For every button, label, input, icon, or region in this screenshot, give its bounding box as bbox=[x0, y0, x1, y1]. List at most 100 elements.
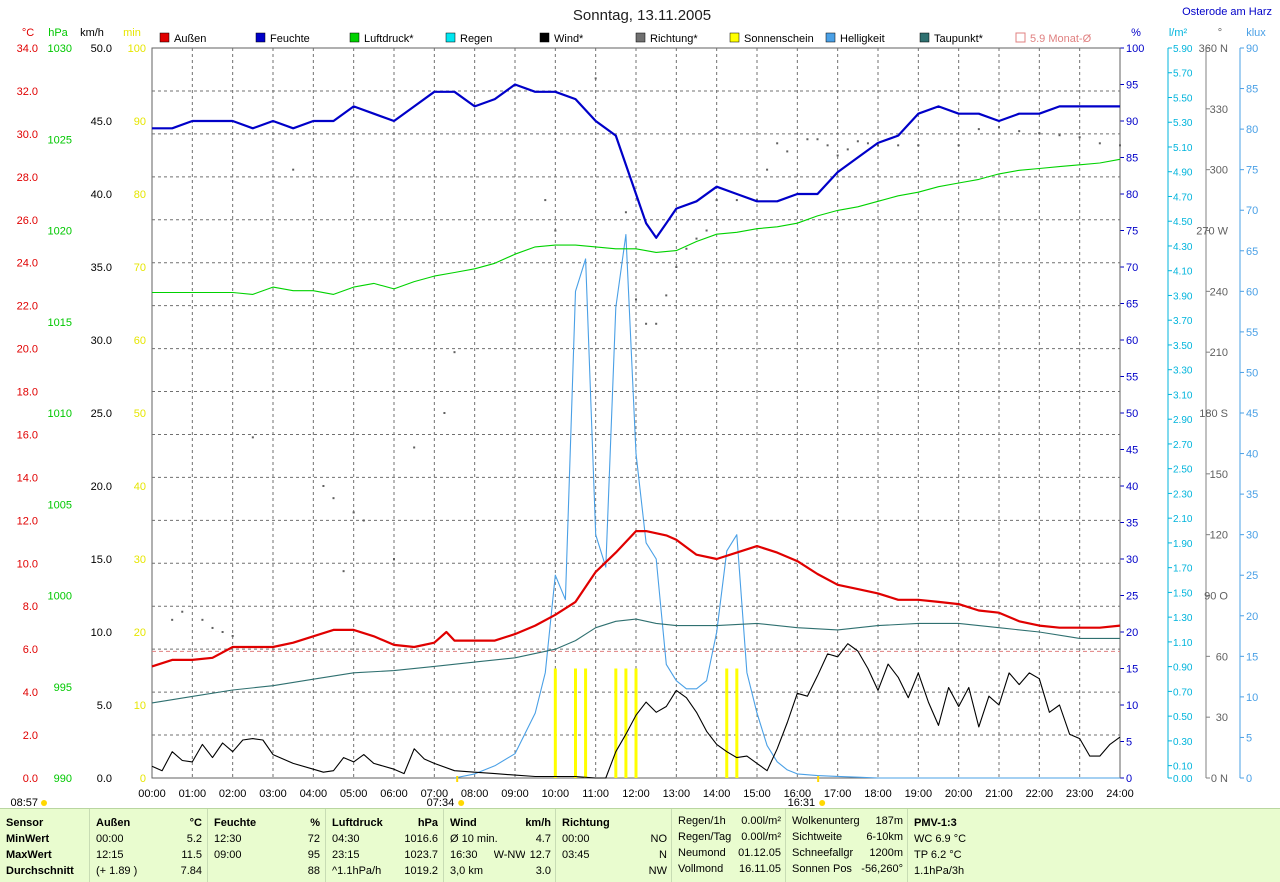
direction-tick-label: 90 O bbox=[1204, 591, 1228, 603]
humidity-tick-label: 40 bbox=[1126, 481, 1138, 493]
footer-wind-run: 3,0 km bbox=[450, 865, 484, 877]
series-außen bbox=[151, 530, 1121, 668]
footer-luftdruck-title: Luftdruck bbox=[332, 817, 383, 829]
footer-luftdruck-unit: hPa bbox=[417, 817, 438, 829]
humidity-tick-label: 85 bbox=[1126, 153, 1138, 165]
wind-tick-label: 5.0 bbox=[97, 700, 112, 712]
lux-tick-label: 75 bbox=[1246, 165, 1258, 177]
footer-regen: Regen/1h 0.00l/m² Regen/Tag 0.00l/m² Neumo… bbox=[672, 809, 786, 882]
rain-tick-label: 2.10 bbox=[1173, 514, 1193, 525]
direction-point bbox=[594, 77, 597, 80]
direction-point bbox=[836, 154, 839, 157]
footer-luftdruck-min-time: 04:30 bbox=[332, 833, 360, 845]
minutes-tick-label: 10 bbox=[134, 700, 146, 712]
legend-swatch bbox=[635, 32, 646, 43]
humidity-tick-label: 20 bbox=[1126, 627, 1138, 639]
right-axes: %051015202530354045505560657075808590951… bbox=[1120, 27, 1266, 785]
direction-point bbox=[251, 436, 254, 439]
footer-feuchte: Feuchte% 12:30 72 09:00 95 88 bbox=[208, 809, 326, 882]
temp-tick-label: 16.0 bbox=[17, 429, 38, 441]
rain-tick-label: 2.70 bbox=[1173, 440, 1193, 451]
direction-tick-label: 180 S bbox=[1199, 408, 1228, 420]
direction-point bbox=[917, 144, 920, 147]
rain-tick-label: 0.30 bbox=[1173, 737, 1193, 748]
minutes-tick-label: 50 bbox=[134, 408, 146, 420]
direction-tick-label: 240 bbox=[1210, 286, 1228, 298]
footer-sensor-title: Sensor bbox=[6, 817, 44, 829]
rain-tick-label: 3.70 bbox=[1173, 316, 1193, 327]
pressure-tick-label: 1010 bbox=[48, 408, 72, 420]
footer-luftdruck-max-time: 23:15 bbox=[332, 849, 360, 861]
footer-aussen-avg-val: 7.84 bbox=[180, 865, 202, 877]
footer-luftdruck-min-val: 1016.6 bbox=[404, 833, 438, 845]
pressure-tick-label: 1000 bbox=[48, 591, 72, 603]
wind-tick-label: 35.0 bbox=[91, 262, 112, 274]
footer-wind: Wind km/h Ø 10 min. 4.7 16:30 W-NW 12.7 3,0 … bbox=[444, 809, 556, 882]
legend-label: Helligkeit bbox=[840, 33, 885, 45]
legend-swatch bbox=[349, 32, 360, 43]
footer-richtung-title: Richtung bbox=[562, 817, 610, 829]
sunset-label: 16:31 bbox=[788, 797, 816, 808]
direction-point bbox=[766, 168, 769, 171]
x-tick-label: 02:00 bbox=[219, 788, 247, 800]
direction-point bbox=[756, 199, 758, 202]
temp-tick-label: 18.0 bbox=[17, 387, 38, 399]
legend: Außen Feuchte Luftdruck* Regen Wind* Richtung… bbox=[159, 32, 1092, 45]
series-taupunkt bbox=[151, 618, 1120, 704]
footer-richtung-max-val: N bbox=[659, 849, 667, 861]
rain-tick-label: 4.90 bbox=[1173, 168, 1193, 179]
wind-tick-label: 15.0 bbox=[91, 554, 112, 566]
direction-point bbox=[201, 618, 204, 621]
lux-tick-label: 10 bbox=[1246, 692, 1258, 704]
footer-richtung-min-val: NO bbox=[650, 833, 668, 845]
footer-sicht-label: Sichtweite bbox=[792, 831, 843, 843]
lux-tick-label: 15 bbox=[1246, 651, 1258, 663]
humidity-tick-label: 0 bbox=[1126, 773, 1132, 785]
footer-vollmond-label: Vollmond bbox=[678, 863, 724, 875]
minutes-tick-label: 100 bbox=[128, 43, 146, 55]
legend-swatch bbox=[1015, 32, 1026, 43]
footer-aussen-min-val: 5.2 bbox=[186, 833, 202, 845]
footer-pmv-trend: 1.1hPa/3h bbox=[914, 865, 965, 877]
wind-tick-label: 45.0 bbox=[91, 116, 112, 128]
footer-wind-max-dir: W-NW bbox=[493, 849, 526, 861]
temp-tick-label: 0.0 bbox=[23, 773, 38, 785]
footer-wolken: Wolkenunterg 187m Sichtweite 6-10km Schnee… bbox=[786, 809, 908, 882]
series-helligkeit bbox=[454, 234, 1120, 779]
temp-tick-label: 6.0 bbox=[23, 644, 38, 656]
wind-tick-label: 0.0 bbox=[97, 773, 112, 785]
humidity-tick-label: 95 bbox=[1126, 80, 1138, 92]
temp-tick-label: 4.0 bbox=[23, 687, 38, 699]
x-tick-label: 12:00 bbox=[622, 788, 650, 800]
legend-swatch bbox=[729, 32, 740, 43]
footer-wind-run-dir bbox=[501, 863, 523, 879]
humidity-tick-label: 65 bbox=[1126, 299, 1138, 311]
legend-label: Taupunkt* bbox=[934, 33, 984, 45]
stats-footer: Sensor MinWert MaxWert Durchschnitt Auße… bbox=[0, 808, 1280, 882]
weather-chart: Sonntag, 13.11.2005 Osterode am Harz Auß… bbox=[10, 6, 1272, 809]
lux-tick-label: 65 bbox=[1246, 246, 1258, 258]
direction-point bbox=[665, 294, 668, 297]
x-tick-label: 06:00 bbox=[380, 788, 408, 800]
minutes-tick-label: 30 bbox=[134, 554, 146, 566]
minutes-tick-label: 70 bbox=[134, 262, 146, 274]
direction-point bbox=[1098, 142, 1101, 145]
footer-vollmond-val: 16.11.05 bbox=[738, 863, 781, 875]
footer-wind-title: Wind bbox=[450, 817, 477, 829]
direction-point bbox=[675, 266, 678, 268]
humidity-tick-label: 10 bbox=[1126, 700, 1138, 712]
footer-feuchte-avg-note bbox=[214, 863, 284, 879]
direction-point bbox=[685, 247, 688, 250]
footer-sonnenpos-val: -56,260° bbox=[861, 863, 903, 875]
sun-markers: 07:34 16:31 08:57 bbox=[10, 776, 826, 809]
lux-tick-label: 60 bbox=[1246, 286, 1258, 298]
footer-sensor: Sensor MinWert MaxWert Durchschnitt bbox=[0, 809, 90, 882]
legend-swatch bbox=[825, 32, 836, 43]
x-tick-label: 04:00 bbox=[300, 788, 328, 800]
rain-tick-label: 5.50 bbox=[1173, 93, 1193, 104]
x-tick-label: 16:00 bbox=[784, 788, 812, 800]
x-tick-label: 14:00 bbox=[703, 788, 731, 800]
humidity-tick-label: 35 bbox=[1126, 518, 1138, 530]
footer-aussen-avg-note: (+ 1.89 ) bbox=[96, 865, 138, 877]
x-tick-label: 21:00 bbox=[985, 788, 1013, 800]
